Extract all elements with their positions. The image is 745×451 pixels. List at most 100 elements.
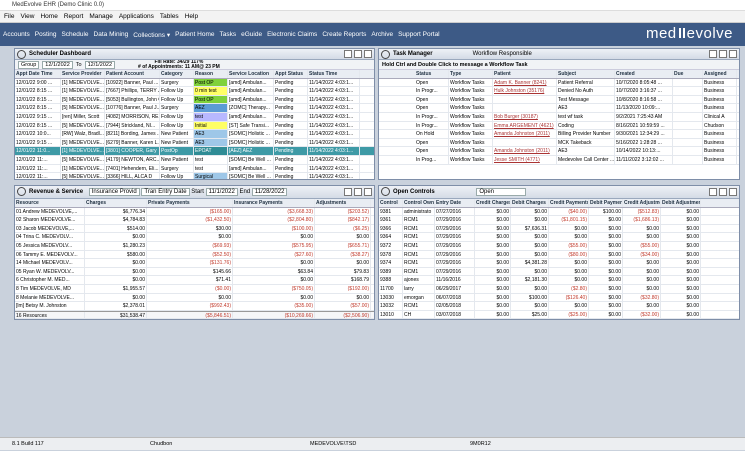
table-row[interactable]: 174 con$0.00$46,991.33($10,173.92)$1,385… (379, 319, 739, 320)
table-row[interactable]: 9366 RCM1 07/29/2016 $0.00 $7,636.31 $0.00 $0.… (379, 224, 739, 234)
column-header[interactable]: Insurance Payments (233, 199, 315, 207)
table-row[interactable]: 9381 administrato 07/27/2016 $0.00 $0.00 ($40… (379, 207, 739, 217)
column-header[interactable]: Private Payments (147, 199, 233, 207)
date-input[interactable]: 11/1/2022 (205, 188, 238, 196)
toolbar-link[interactable]: Schedule (61, 31, 89, 38)
checkbox-label[interactable]: Workflow Responsible (472, 51, 532, 57)
dropdown[interactable]: Tran Entry Date (141, 188, 190, 196)
table-row[interactable]: 05 Ryan W. MEDEVOLV... $0.00 $145.66 $63.84… (15, 267, 374, 277)
column-header[interactable]: Debit Charges (511, 199, 549, 207)
checkbox-label[interactable]: Group (18, 60, 40, 69)
table-row[interactable]: 9364 RCM1 07/29/2016 $0.00 $0.00 $0.00 $0.00 $0… (379, 233, 739, 242)
dropdown[interactable]: Open (476, 188, 527, 196)
date-input[interactable]: 12/1/2022 (42, 60, 73, 69)
table-row[interactable]: 12/01/22 10:0... [RW] Walz, Bradl... [8211… (15, 130, 374, 139)
table-row[interactable]: 13032 RCM1 02/05/2018 $0.00 $0.00 $0.00 $0.00 $… (379, 302, 739, 311)
table-row[interactable]: 12/01/22 11:0... [1] MEDEVOLVE... [3801] C… (15, 147, 374, 156)
table-row[interactable]: 12/01/22 11:... [5] MEDEVOLVE... [4179] NE… (15, 155, 374, 165)
menu-item[interactable]: File (4, 13, 15, 20)
menu-item[interactable]: Report (63, 13, 84, 20)
table-row[interactable]: 12/01/22 9:15 ... [5] MEDEVOLVE... [6279] … (15, 138, 374, 148)
column-header[interactable]: Reason (194, 70, 228, 78)
column-header[interactable]: Resource (15, 199, 85, 207)
table-row[interactable]: 13030 emorgan 06/07/2018 $0.00 $100.00 ($126.… (379, 293, 739, 303)
table-row[interactable]: 14 Michael MEDEVOLV... $0.00 ($131.76) $0.0… (15, 259, 374, 268)
table-row[interactable]: Open Workflow Tasks MCK Takeback 5/16/2022 … (379, 138, 739, 148)
table-row[interactable]: 03 Jacob MEDEVOLVE,... $514.00 $30.00 ($100… (15, 224, 374, 234)
table-row[interactable]: 12/01/22 11:... [5] MEDEVOLVE... [3366] HI… (15, 173, 374, 179)
table-row[interactable]: 12/01/22 8:15 ... [5] MEDEVOLVE... [7944] … (15, 121, 374, 131)
table-row[interactable]: 9372 RCM1 07/29/2016 $0.00 $0.00 ($55.00) $0.0… (379, 241, 739, 251)
column-header[interactable]: Service Location (228, 70, 274, 78)
table-row[interactable]: In Prog... Workflow Tasks Jesse SMITH (477… (379, 155, 739, 165)
table-row[interactable]: 12/01/22 8:15 ... [5] MEDEVOLVE... [5053] … (15, 95, 374, 105)
table-row[interactable]: 6 Christopher M. MED... $0.00 $71.41 $0.00 $… (15, 276, 374, 285)
column-header[interactable]: Assigned (703, 70, 737, 78)
table-row[interactable]: Open Workflow Tasks Amanda Johnston (2011)… (379, 147, 739, 156)
table-row[interactable]: 8 Melanie MEDEVOLVE... $0.00 $0.00 $0.00 $0.… (15, 293, 374, 303)
toolbar-link[interactable]: eGuide (241, 31, 263, 38)
menu-item[interactable]: Applications (118, 13, 154, 20)
column-header[interactable]: Appt Date Time (15, 70, 61, 78)
toolbar-link[interactable]: Collections (133, 31, 170, 39)
table-row[interactable]: 9389 RCM1 07/29/2016 $0.00 $0.00 $0.00 $0.00 $0… (379, 267, 739, 277)
table-row[interactable]: 12/01/22 8:15 ... [5] MEDEVOLVE... [10776]… (15, 104, 374, 113)
menu-item[interactable]: Home (40, 13, 58, 20)
column-header[interactable]: Due (673, 70, 703, 78)
toolbar-link[interactable]: Posting (34, 31, 57, 38)
toolbar-link[interactable]: Accounts (3, 31, 30, 38)
table-row[interactable]: 01 Andrew MEDEVOLVE,... $6,776.34 ($165.00… (15, 207, 374, 217)
table-row[interactable]: Open Workflow Tasks AE3 11/13/2020 10:09:..… (379, 104, 739, 113)
column-header[interactable]: Appt Status (274, 70, 308, 78)
column-header[interactable]: Patient Account (105, 70, 160, 78)
column-header[interactable]: Service Provider (61, 70, 105, 78)
toolbar-link[interactable]: Support Portal (398, 31, 440, 38)
column-header[interactable]: Debit Adjustments (661, 199, 701, 207)
table-row[interactable]: 02 Sharon MEDEVOLVE... $4,784.83 ($1,432.5… (15, 216, 374, 225)
table-row[interactable]: 9361 RCM1 07/29/2016 $0.00 $0.00 ($1,801.15) $… (379, 216, 739, 225)
table-row[interactable]: 06 Tammy E. MEDEVOLV... $580.00 ($52.50) ($… (15, 250, 374, 260)
table-row[interactable]: Open Workflow Tasks Test Message 10/8/2020 … (379, 95, 739, 105)
column-header[interactable]: Status (415, 70, 449, 78)
column-header[interactable]: Category (160, 70, 194, 78)
table-row[interactable]: 9378 RCM1 07/29/2016 $0.00 $0.00 ($80.00) $0.0… (379, 250, 739, 260)
column-header[interactable]: Subject (557, 70, 615, 78)
column-header[interactable]: Adjustments (315, 199, 371, 207)
column-header[interactable]: Created (615, 70, 673, 78)
menu-item[interactable]: Help (184, 13, 199, 20)
column-header[interactable]: Control (379, 199, 403, 207)
table-row[interactable]: 12/01/22 8:15 ... [1] MEDEVOLVE... [7667] … (15, 87, 374, 96)
menu-item[interactable]: View (20, 13, 35, 20)
table-row[interactable]: 05 Jessica MEDEVOLV... $1,280.23 ($69.93)(… (15, 241, 374, 251)
toolbar-link[interactable]: Data Mining (93, 31, 129, 38)
menu-item[interactable]: Manage (89, 13, 113, 20)
column-header[interactable]: Credit Payments (550, 199, 589, 207)
menu-item[interactable]: Tables (159, 13, 179, 20)
date-input[interactable]: 12/1/2022 (84, 60, 116, 69)
date-input[interactable]: 11/28/2022 (251, 188, 288, 196)
dropdown[interactable]: Insurance Provid (88, 188, 140, 196)
table-row[interactable]: In Progr... Workflow Tasks Emma ARGEMENT (… (379, 121, 739, 131)
table-row[interactable]: 16 Resources $31,538.47 ($5,846.51) ($10,26… (15, 310, 374, 319)
table-row[interactable]: In Progr... Workflow Tasks Bob Burger (301… (379, 112, 739, 122)
table-row[interactable]: 9388 ajones 11/16/2016 $0.00 $2,181.30 $0.00 $… (379, 276, 739, 285)
table-row[interactable]: 8 Tim MEDEVOLVE, MD $1,955.57 ($0.00) ($750… (15, 284, 374, 294)
column-header[interactable]: Debit Payments (590, 199, 623, 207)
column-header[interactable]: Charges (85, 199, 147, 207)
column-header[interactable]: Credit Adjustments (624, 199, 661, 207)
table-row[interactable]: 11700 larry 06/29/2017 $0.00 $0.00 ($2.80) $0.… (379, 284, 739, 294)
table-row[interactable]: 12/01/22 9:15 ... [ren] Miller, Scott [408… (15, 112, 374, 122)
table-row[interactable]: In Progr... Workflow Tasks Hulk Johnston (… (379, 87, 739, 96)
column-header[interactable]: Entry Date (435, 199, 475, 207)
toolbar-link[interactable]: Electronic Claims (267, 31, 318, 38)
column-header[interactable]: Patient (493, 70, 557, 78)
table-row[interactable]: On Hold Workflow Tasks Amanda Johnston (20… (379, 130, 739, 139)
toolbar-link[interactable]: Tasks (219, 31, 237, 38)
column-header[interactable]: Control Owner (404, 199, 435, 207)
table-row[interactable]: 12/01/22 9:00 ... [1] MEDEVOLVE... [10922]… (15, 78, 374, 88)
table-row[interactable]: 9374 RCM1 07/29/2016 $0.00 $4,381.28 $0.00 $0.… (379, 259, 739, 268)
table-row[interactable]: 12/01/22 11:... [1] MEDEVOLVE... [7401] He… (15, 164, 374, 174)
column-header[interactable]: Credit Charges (476, 199, 511, 207)
table-row[interactable]: 13010 CH 03/07/2018 $0.00 $25.00 ($25.00) $0.0… (379, 310, 739, 319)
column-header[interactable]: Status Time (308, 70, 360, 78)
